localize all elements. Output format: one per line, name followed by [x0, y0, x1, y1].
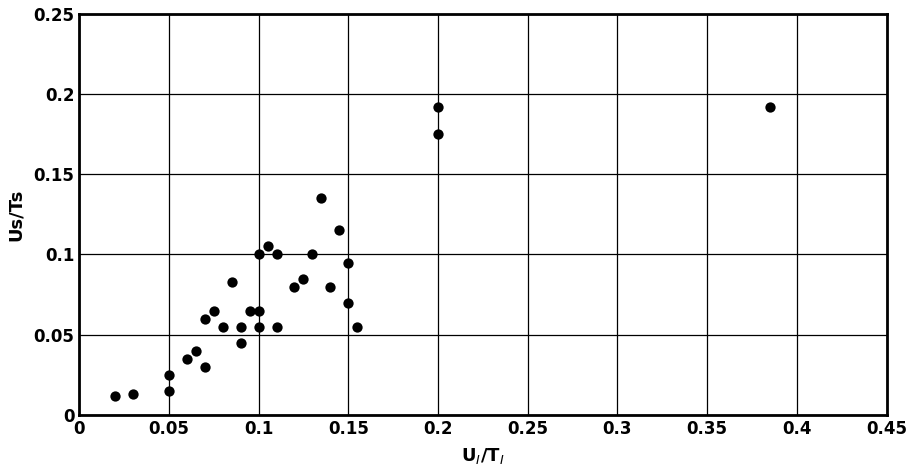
Point [216, 323, 230, 331]
Point [270, 323, 284, 331]
Point [233, 339, 248, 347]
Point [251, 323, 266, 331]
Point [224, 278, 239, 286]
Point [323, 283, 337, 290]
Point [305, 251, 320, 258]
Point [125, 390, 140, 398]
Point [270, 251, 284, 258]
Point [108, 392, 122, 399]
Point [242, 307, 257, 315]
Point [162, 371, 176, 378]
Point [207, 307, 221, 315]
Point [197, 363, 212, 370]
Point [296, 275, 311, 282]
Point [188, 347, 203, 354]
Point [430, 131, 445, 138]
Y-axis label: Us/Ts: Us/Ts [7, 188, 25, 241]
Point [430, 103, 445, 111]
Point [314, 194, 329, 202]
Point [260, 243, 275, 250]
Point [251, 307, 266, 315]
Point [341, 259, 356, 266]
Point [350, 323, 365, 331]
Point [197, 315, 212, 323]
Point [162, 387, 176, 394]
Point [179, 355, 194, 362]
Point [332, 227, 346, 234]
Point [287, 283, 302, 290]
Point [233, 323, 248, 331]
X-axis label: U$_I$/T$_I$: U$_I$/T$_I$ [462, 446, 505, 466]
Point [341, 299, 356, 307]
Point [762, 103, 777, 111]
Point [251, 251, 266, 258]
